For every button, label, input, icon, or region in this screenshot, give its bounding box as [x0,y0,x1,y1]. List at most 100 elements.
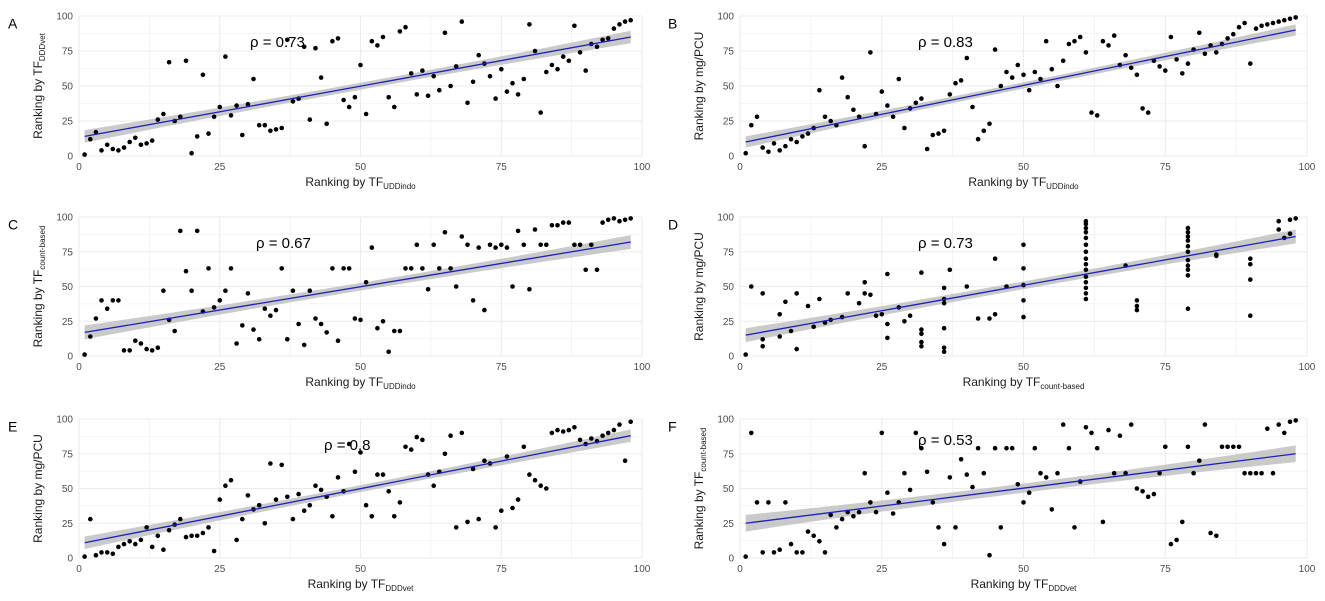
y-tick-label: 75 [62,247,74,258]
data-point [1185,257,1191,263]
data-point [868,292,873,298]
data-point [420,266,425,271]
rho-annotation: ρ = 0.67 [256,235,311,252]
data-point [386,94,392,100]
data-point [1140,106,1145,111]
data-point [845,94,850,100]
data-point [234,103,239,108]
data-point [1225,444,1230,450]
data-point [589,436,594,441]
data-point [1083,221,1089,227]
data-point [285,494,290,500]
data-point [560,429,566,434]
data-point [902,319,907,324]
data-point [521,76,527,82]
x-tick-label: 25 [214,162,226,173]
data-point [992,445,998,451]
data-point [777,547,782,552]
data-point [217,104,223,110]
data-point [166,527,172,533]
data-point [919,270,924,275]
x-axis-label-main: Ranking by TF [971,577,1049,591]
data-point [594,267,600,273]
data-point [1021,72,1026,78]
data-point [885,490,890,496]
data-point [538,242,543,248]
data-point [1185,263,1191,268]
data-point [375,472,380,477]
data-point [476,245,482,250]
data-point [622,19,628,24]
data-point [941,285,947,291]
data-point [1197,30,1202,36]
data-point [121,541,127,547]
fit-line [745,29,1296,143]
data-point [262,122,268,128]
data-point [296,491,301,497]
data-point [504,454,510,459]
data-point [936,131,941,136]
data-point [1015,482,1021,487]
data-point [1089,430,1094,436]
data-point [228,266,234,271]
data-point [431,242,437,248]
data-point [178,228,183,234]
data-point [273,307,279,313]
data-point [380,472,386,477]
data-point [1248,277,1253,282]
x-axis-label-subscript: count-based [1040,382,1084,391]
data-point [817,296,822,302]
data-point [924,146,930,152]
data-point [268,313,273,319]
data-point [442,30,448,36]
data-point [1180,519,1185,525]
data-point [975,445,981,451]
data-point [206,131,211,136]
y-tick-label: 25 [723,117,735,128]
data-point [845,291,850,296]
y-tick-label: 75 [723,47,735,58]
data-point [617,22,622,27]
data-point [116,298,121,303]
data-point [1083,296,1089,302]
data-point [369,38,375,44]
data-point [285,37,290,43]
data-point [743,352,748,357]
data-point [1111,33,1117,38]
data-point [223,288,228,294]
data-point [211,548,217,554]
y-axis-label: Ranking by TFcount-based [31,226,47,348]
data-point [913,430,919,436]
data-point [110,298,116,303]
data-point [1293,418,1298,423]
data-point [760,337,765,342]
y-tick-label: 25 [723,519,735,530]
data-point [760,291,765,296]
data-point [420,68,425,73]
data-point [1066,445,1072,451]
data-point [313,483,318,489]
y-axis-label-subscript: DDDvet [38,32,47,61]
data-point [240,516,245,522]
data-point [1021,298,1026,303]
data-point [369,245,375,250]
x-axis-label-main: Ranking by TF [963,375,1041,389]
data-point [805,303,811,309]
data-point [144,346,149,352]
data-point [1009,445,1015,451]
data-point [515,228,521,234]
data-point [482,307,487,313]
data-point [200,72,206,78]
data-point [234,537,239,543]
data-point [397,29,403,34]
data-point [330,38,335,44]
data-point [397,328,403,334]
y-tick-label: 50 [62,82,74,93]
data-point [223,483,228,489]
data-point [133,541,138,547]
data-point [251,76,256,82]
data-point [155,117,161,122]
data-point [273,497,279,502]
data-point [290,516,296,522]
data-point [510,284,515,289]
